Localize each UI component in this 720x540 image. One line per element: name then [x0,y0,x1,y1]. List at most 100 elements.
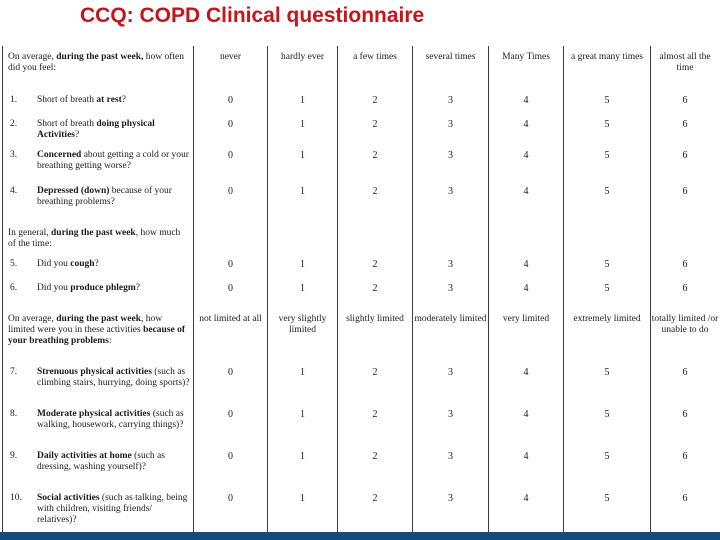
score-value-cell: 5 [564,183,651,222]
score-value-cell: 0 [194,490,268,532]
column-header: never [194,46,268,92]
row-number: 9. [10,451,18,461]
score-value-cell: 4 [489,280,564,308]
column-header [338,222,413,256]
score-value-cell: 5 [564,116,651,147]
score-value-cell: 3 [413,490,489,532]
score-value-cell: 6 [682,119,688,130]
score-value-cell: 2 [338,406,413,448]
column-header: very slightly limited [268,308,338,364]
score-value-cell: 0 [194,92,268,116]
score-value-cell: 4 [489,183,564,222]
column-header: slightly limited [338,308,413,364]
row-number: 8. [10,409,18,419]
score-value-cell: 5 [564,406,651,448]
score-value-cell: 1 [268,490,338,532]
score-value-cell: 4 [489,490,564,532]
score-value-cell: 0 [194,448,268,490]
score-value-cell: 3 [413,183,489,222]
score-value-cell: 3 [413,256,489,280]
slide-title: CCQ: COPD Clinical questionnaire [80,4,425,27]
question-cell: 2. Short of breath doing physical Activit… [3,116,194,147]
score-value-cell: 4 [489,364,564,406]
column-header [194,222,268,256]
score-value-cell: 5 [564,490,651,532]
column-header [651,222,719,256]
column-header: a few times [338,46,413,92]
question-text: Social activities (such as talking, bein… [37,493,188,526]
score-value-cell: 5 [564,448,651,490]
column-header: hardly ever [268,46,338,92]
score-value-cell: 1 [268,280,338,308]
score-value-cell: 4 [489,147,564,183]
score-value-cell: 5 [564,92,651,116]
score-value-cell: 2 [338,147,413,183]
score-value-cell: 0 [194,406,268,448]
question-text: Daily activities at home (such as dressi… [37,451,165,473]
score-value-cell: 4 [489,406,564,448]
score-value-cell: 6 [682,259,688,270]
column-header: totally limited /or unable to do [651,314,719,336]
question-cell: 6. Did you produce phlegm? [3,280,194,308]
question-text: Short of breath doing physical Activitie… [37,119,155,141]
row-number: 10. [10,493,22,503]
question-text: Depressed (down) because of your breathi… [37,186,172,208]
column-header [413,222,489,256]
question-cell: 10. Social activities (such as talking, b… [3,490,194,532]
score-value-cell: 3 [413,448,489,490]
column-header: Many Times [489,46,564,92]
column-header: several times [413,46,489,92]
column-header: not limited at all [194,308,268,364]
question-text: Did you cough? [37,259,99,269]
score-value-cell: 5 [564,364,651,406]
column-header: very limited [489,308,564,364]
question-text: Short of breath at rest? [37,95,127,105]
score-value-cell: 6 [682,367,688,378]
score-value-cell: 1 [268,183,338,222]
score-value-cell: 2 [338,256,413,280]
score-value-cell: 0 [194,183,268,222]
score-value-cell: 1 [268,116,338,147]
score-value-cell: 3 [413,364,489,406]
score-value-cell: 3 [413,280,489,308]
score-value-cell: 6 [682,186,688,197]
questionnaire-table: On average, during the past week, how of… [2,46,719,532]
question-cell: 7. Strenuous physical activities (such as… [3,364,194,406]
score-value-cell: 1 [268,147,338,183]
score-value-cell: 5 [564,147,651,183]
question-cell: 5. Did you cough? [3,256,194,280]
row-number: 7. [10,367,18,377]
score-value-cell: 5 [564,256,651,280]
question-text: Concerned about getting a cold or your b… [37,150,189,172]
column-header: a great many times [564,46,651,92]
score-value-cell: 5 [564,280,651,308]
score-value-cell: 6 [682,95,688,106]
row-number: 4. [10,186,18,196]
score-value-cell: 0 [194,147,268,183]
score-value-cell: 4 [489,116,564,147]
score-value-cell: 4 [489,256,564,280]
question-cell: 4. Depressed (down) because of your breat… [3,183,194,222]
column-header: almost all the time [659,52,711,74]
row-number: 2. [10,119,18,129]
score-value-cell: 1 [268,406,338,448]
score-value-cell: 1 [268,448,338,490]
score-value-cell: 2 [338,364,413,406]
score-value-cell: 3 [413,116,489,147]
score-value-cell: 2 [338,448,413,490]
column-header [564,222,651,256]
section-header-1: On average, during the past week, how of… [3,46,194,92]
section-header-3: On average, during the past week, how li… [3,308,194,364]
score-value-cell: 3 [413,92,489,116]
slide-footer-bar [0,532,720,540]
score-value-cell: 2 [338,92,413,116]
score-value-cell: 6 [682,493,688,504]
section-header-2: In general, during the past week, how mu… [3,222,194,256]
score-value-cell: 2 [338,490,413,532]
row-number: 6. [10,283,18,293]
question-cell: 3. Concerned about getting a cold or your… [3,147,194,183]
question-cell: 9. Daily activities at home (such as dres… [3,448,194,490]
question-text: Did you produce phlegm? [37,283,141,293]
column-header: moderately limited [413,308,489,364]
